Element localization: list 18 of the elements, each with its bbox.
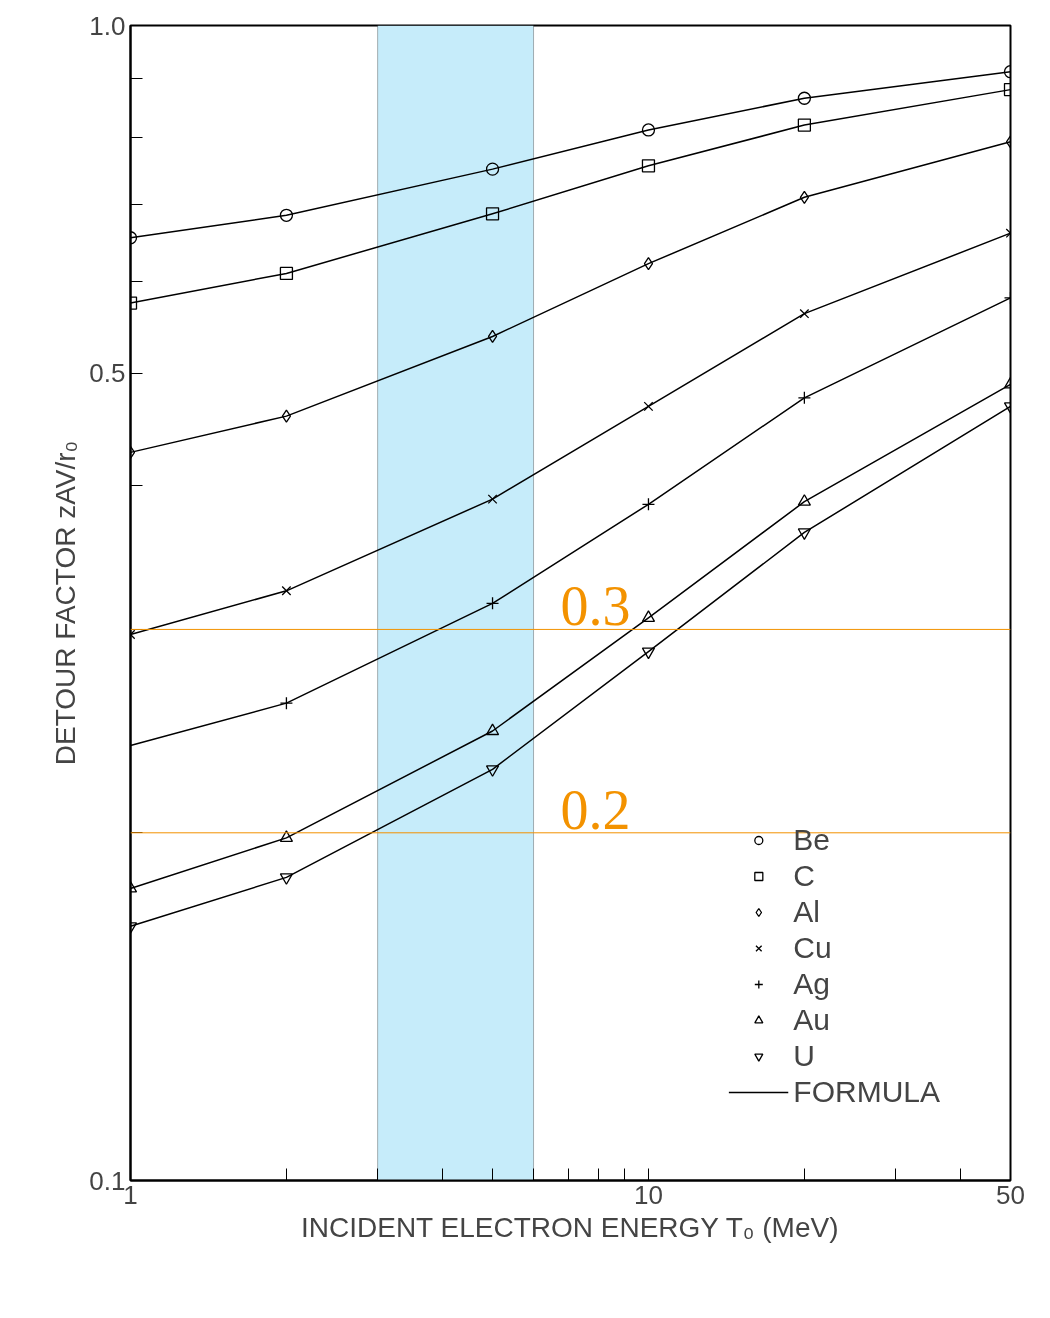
x-tick-label: 1 — [123, 1179, 138, 1210]
legend-label: Cu — [793, 930, 832, 966]
legend-label: FORMULA — [793, 1074, 940, 1110]
ref-line-label: 0.3 — [560, 575, 631, 638]
y-axis-title: DETOUR FACTOR zAV/r₀ — [50, 440, 82, 766]
y-tick-label: 0.5 — [89, 358, 126, 389]
legend-label: U — [793, 1038, 815, 1074]
legend-label: Ag — [793, 966, 831, 1002]
x-tick-label: 50 — [996, 1179, 1025, 1210]
y-tick-label: 0.1 — [89, 1165, 126, 1196]
legend-label: Be — [793, 822, 831, 858]
ref-line-label: 0.2 — [560, 778, 631, 841]
legend-label: Al — [793, 894, 820, 930]
legend-label: Au — [793, 1002, 831, 1038]
legend-label: C — [793, 858, 815, 894]
y-tick-label: 1.0 — [89, 10, 126, 41]
x-tick-label: 10 — [634, 1179, 663, 1210]
x-axis-title: INCIDENT ELECTRON ENERGY T₀ (MeV) — [301, 1211, 839, 1243]
